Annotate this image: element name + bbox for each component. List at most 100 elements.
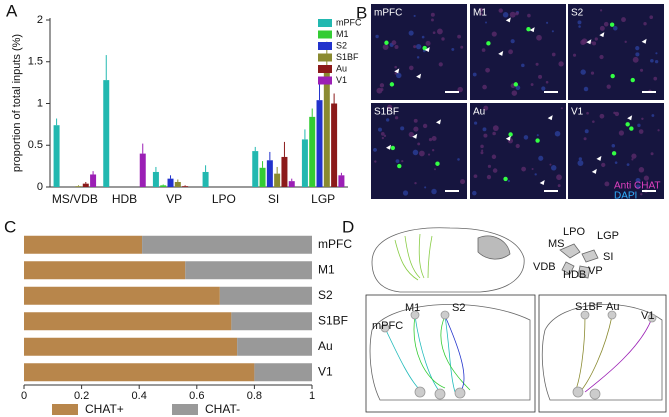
cell — [572, 53, 577, 57]
arrowhead — [394, 68, 400, 74]
cell — [441, 37, 445, 41]
cell — [631, 158, 634, 161]
bar-segment — [24, 337, 238, 356]
cell — [638, 167, 645, 173]
y-tick-label: M1 — [318, 262, 335, 276]
cell — [431, 149, 435, 152]
cell — [472, 190, 477, 196]
cell — [408, 65, 414, 71]
cell — [590, 41, 593, 44]
bar — [266, 160, 273, 187]
cell — [408, 30, 414, 36]
micrograph — [371, 4, 467, 100]
projections — [413, 315, 471, 391]
labeled-cell — [503, 176, 508, 182]
cell — [556, 174, 562, 181]
micrograph — [568, 103, 664, 199]
cell — [635, 52, 640, 57]
bar-segment — [24, 363, 255, 382]
region-label: LGP — [597, 230, 619, 242]
projections — [444, 315, 465, 393]
bar — [252, 151, 259, 187]
cell — [536, 34, 542, 41]
cell — [482, 127, 487, 132]
cell — [530, 83, 534, 86]
cell — [380, 88, 384, 91]
cell — [394, 116, 399, 120]
cell — [551, 52, 556, 57]
cell — [527, 13, 531, 18]
cell — [632, 56, 639, 63]
legend-label: CHAT- — [205, 402, 240, 416]
panel-label: D — [342, 217, 354, 236]
cell — [509, 11, 516, 18]
cell — [436, 28, 443, 35]
cell — [413, 14, 416, 18]
cell — [492, 168, 498, 173]
cell — [541, 86, 546, 91]
y-tick-label: mPFC — [318, 237, 352, 251]
brain-outline — [371, 227, 525, 293]
bar — [82, 183, 89, 187]
cell — [394, 72, 398, 75]
cell — [481, 149, 484, 152]
cell — [638, 129, 644, 134]
x-tick-label: VP — [166, 192, 182, 206]
region-label: SI — [603, 251, 613, 263]
cell — [373, 147, 377, 152]
cell — [633, 192, 636, 195]
cell — [613, 25, 618, 31]
arrowhead — [386, 144, 392, 150]
labeled-cell — [629, 126, 634, 131]
cell — [491, 154, 497, 159]
arrowhead — [424, 46, 430, 52]
x-tick-label: MS/VDB — [52, 192, 98, 206]
labeled-cell — [435, 161, 440, 166]
tile-label: V1 — [571, 107, 584, 118]
arrowhead — [599, 32, 605, 38]
x-tick-label: 0.2 — [74, 390, 89, 402]
bar-segment — [142, 235, 312, 254]
legend-label: Au — [336, 63, 347, 73]
cell — [413, 126, 419, 132]
legend-swatch — [318, 76, 332, 85]
cell — [474, 121, 478, 125]
cell — [626, 163, 630, 167]
cell — [394, 65, 398, 69]
bar — [53, 125, 60, 187]
legend-swatch — [318, 30, 332, 39]
cell — [482, 84, 487, 90]
cell — [551, 30, 554, 33]
cell — [421, 35, 425, 39]
arrowhead — [498, 50, 504, 56]
cell — [603, 21, 609, 27]
cell — [586, 111, 589, 115]
arrowhead — [547, 115, 553, 121]
cell — [523, 135, 529, 140]
cell — [416, 56, 420, 59]
cell — [510, 39, 515, 44]
cell — [431, 18, 434, 22]
bar-segment — [219, 286, 312, 305]
stain-label: DAPI — [614, 191, 637, 202]
cell — [521, 166, 526, 172]
cell — [651, 114, 655, 117]
x-tick-label: 0.6 — [189, 390, 204, 402]
bar — [202, 171, 209, 187]
cell — [604, 181, 610, 187]
cell — [581, 38, 588, 45]
x-tick-label: SI — [268, 192, 279, 206]
labeled-cell — [535, 138, 540, 143]
cell — [560, 107, 563, 110]
cell — [637, 123, 641, 128]
cell — [431, 135, 437, 141]
cell — [427, 153, 431, 156]
micrograph — [568, 4, 664, 100]
cell — [387, 104, 393, 110]
cell — [614, 161, 618, 164]
y-tick-label: 1.5 — [28, 56, 43, 68]
cell — [635, 178, 641, 183]
tile-label: S1BF — [374, 107, 399, 118]
bar — [90, 174, 97, 187]
y-tick-label: Au — [318, 339, 333, 353]
